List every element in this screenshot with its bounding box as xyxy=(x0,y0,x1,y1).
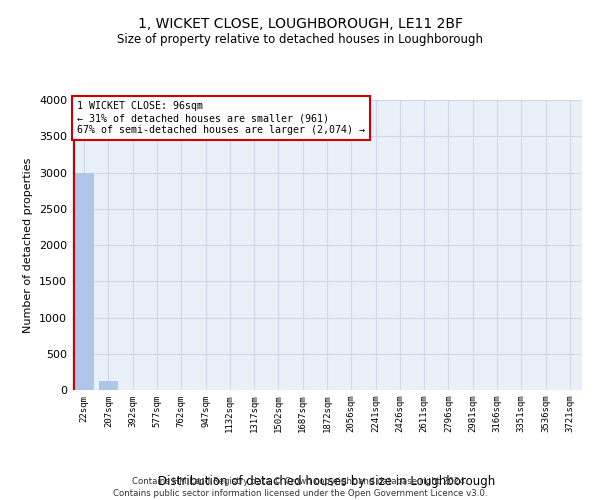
Text: 1 WICKET CLOSE: 96sqm
← 31% of detached houses are smaller (961)
67% of semi-det: 1 WICKET CLOSE: 96sqm ← 31% of detached … xyxy=(77,102,365,134)
Bar xyxy=(74,172,94,390)
Bar xyxy=(99,382,118,390)
Text: Size of property relative to detached houses in Loughborough: Size of property relative to detached ho… xyxy=(117,32,483,46)
Text: Distribution of detached houses by size in Loughborough: Distribution of detached houses by size … xyxy=(158,474,496,488)
Y-axis label: Number of detached properties: Number of detached properties xyxy=(23,158,34,332)
Text: Contains HM Land Registry data © Crown copyright and database right 2024.
Contai: Contains HM Land Registry data © Crown c… xyxy=(113,476,487,498)
Text: 1, WICKET CLOSE, LOUGHBOROUGH, LE11 2BF: 1, WICKET CLOSE, LOUGHBOROUGH, LE11 2BF xyxy=(137,18,463,32)
